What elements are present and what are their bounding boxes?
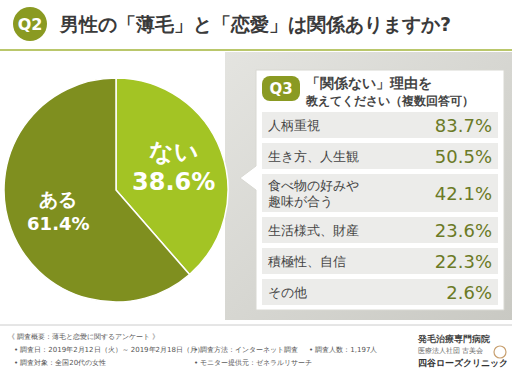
q3-title: 「関係ない」理由を xyxy=(306,75,432,91)
row-band xyxy=(262,248,498,274)
row-band xyxy=(262,279,498,305)
q3-badge-text: Q3 xyxy=(269,80,292,98)
q3-subtitle: 教えてください（複数回答可） xyxy=(305,94,474,108)
clinic-logo xyxy=(494,346,506,358)
slice-value: 61.4% xyxy=(27,213,89,234)
footer-rule xyxy=(0,325,512,326)
photo-area xyxy=(225,52,512,320)
row-band xyxy=(262,112,498,138)
page: Q2 男性の「薄毛」と「恋愛」は関係ありますか? ない38.6% ある 61.4% Q3 「… xyxy=(0,0,512,384)
row-value: 83.7% xyxy=(435,115,492,136)
slice-category: ある xyxy=(39,188,77,210)
footer: 《 調査概要：薄毛と恋愛に関するアンケート 》 • 調査日：2019年2月12日（… xyxy=(0,325,512,368)
row-value: 42.1% xyxy=(435,183,492,204)
row-value: 50.5% xyxy=(435,146,492,167)
row-category: その他 xyxy=(268,285,307,300)
row-value: 22.3% xyxy=(435,251,492,272)
row-category: 積極性、自信 xyxy=(268,254,346,269)
footer-text: • モニター提供元：ゼネラルリサーチ xyxy=(194,359,312,367)
row-value: 23.6% xyxy=(435,220,492,241)
footer-text: • 調査人数：1,197人 xyxy=(309,346,377,354)
row-category-line: 生き方、人生観 xyxy=(268,149,359,164)
footer-text: • 調査方法：インターネット調査 xyxy=(194,346,298,354)
q3-badge xyxy=(262,76,300,101)
clinic-tag: 発毛治療専門病院 xyxy=(417,334,490,344)
row-category: 生き方、人生観 xyxy=(268,149,359,164)
pie-labels: ない38.6% ある 61.4% xyxy=(27,138,215,233)
row-category-line: 趣味が合う xyxy=(268,194,333,209)
row-band xyxy=(262,217,498,243)
title: 男性の「薄毛」と「恋愛」は関係ありますか? xyxy=(59,13,451,35)
row-category-line: 人柄重視 xyxy=(268,118,320,133)
row-category-line: 食べ物の好みや xyxy=(268,178,359,193)
row-category: 生活様式、財産 xyxy=(268,223,359,238)
pie xyxy=(4,78,228,302)
q3-panel: Q3 「関係ない」理由を教えてください（複数回答可） 人柄重視 83.7% 生き方、人生… xyxy=(240,70,504,310)
row-category: 人柄重視 xyxy=(268,118,320,133)
footer-text: 《 調査概要：薄毛と恋愛に関するアンケート 》 xyxy=(8,333,159,341)
footer-text: • 調査日：2019年2月12日（火）～ 2019年2月18日（月） xyxy=(14,346,204,354)
badge-text: Q2 xyxy=(18,15,43,34)
clinic-corp: 医療法人社団 古美会 xyxy=(418,347,483,355)
row-category: 食べ物の好みや趣味が合う xyxy=(268,178,359,209)
badge xyxy=(13,7,47,41)
row-category-line: 積極性、自信 xyxy=(268,254,346,269)
panel-box xyxy=(240,70,504,310)
row-band xyxy=(262,174,498,212)
slice-category: ない xyxy=(149,138,199,166)
row-category-line: その他 xyxy=(268,285,307,300)
row-value: 2.6% xyxy=(446,282,492,303)
row-category-line: 生活様式、財産 xyxy=(268,223,359,238)
row-band xyxy=(262,143,498,169)
background xyxy=(0,0,512,384)
slice-value: 38.6% xyxy=(132,168,215,196)
header-rule xyxy=(0,49,512,51)
footer-text: • 調査対象：全国20代の女性 xyxy=(14,359,106,367)
clinic-name: 四谷ローズクリニック xyxy=(418,358,508,368)
